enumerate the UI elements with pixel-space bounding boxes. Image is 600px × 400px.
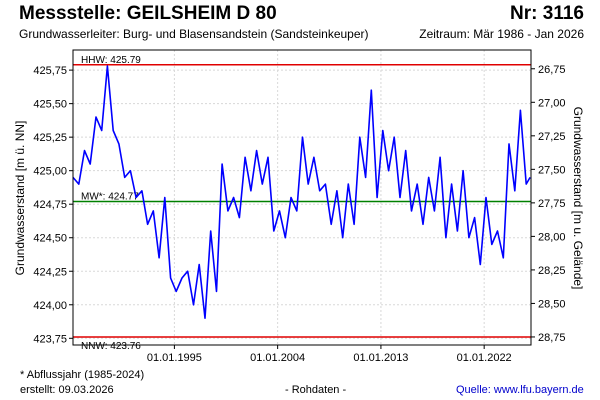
- y2-tick-label: 28,75: [538, 332, 566, 344]
- station-title: Messstelle: GEILSHEIM D 80: [19, 3, 277, 24]
- footnote-hydro-year: * Abflussjahr (1985-2024): [20, 369, 145, 381]
- x-tick-label: 01.01.2004: [250, 352, 305, 364]
- y2-tick-label: 27,00: [538, 97, 566, 109]
- x-tick-label: 01.01.2013: [353, 352, 408, 364]
- x-axis-ticks: 01.01.1995 01.01.2004 01.01.2013 01.01.2022: [147, 345, 512, 364]
- y-tick-label: 424,50: [33, 233, 67, 245]
- y2-tick-label: 27,75: [538, 198, 566, 210]
- y2-tick-label: 26,75: [538, 64, 566, 76]
- aquifer-label: Grundwasserleiter: Burg- und Blasensands…: [19, 27, 369, 41]
- x-tick-label: 01.01.1995: [147, 352, 202, 364]
- y2-axis-ticks: 28,75 28,50 28,25 28,00 27,75 27,50 27,25 27,00…: [531, 64, 566, 344]
- y2-tick-label: 27,50: [538, 164, 566, 176]
- y2-axis-title: Grundwasserstand [m u. Gelände]: [571, 107, 585, 290]
- reference-label: MW*: 424.77: [81, 192, 139, 203]
- y-tick-label: 425,25: [33, 132, 67, 144]
- station-number: Nr: 3116: [510, 3, 584, 24]
- source-link[interactable]: Quelle: www.lfu.bayern.de: [456, 384, 584, 396]
- y-axis-ticks: 423,75 424,00 424,25 424,50 424,75 425,00 425,…: [33, 65, 73, 345]
- y-axis-title: Grundwasserstand [m ü. NN]: [13, 121, 27, 276]
- raw-data-label: - Rohdaten -: [285, 384, 347, 396]
- y-tick-label: 425,75: [33, 65, 67, 77]
- y2-tick-label: 28,50: [538, 298, 566, 310]
- series-line: [72, 65, 531, 320]
- series-layer: [72, 65, 531, 320]
- reference-label: NNW: 423.76: [81, 341, 141, 352]
- x-tick-label: 01.01.2022: [457, 352, 512, 364]
- created-date: erstellt: 09.03.2026: [20, 384, 114, 396]
- plot-frame: [72, 49, 532, 346]
- period-label: Zeitraum: Mär 1986 - Jan 2026: [419, 27, 584, 41]
- reference-lines: HHW: 425.79 MW*: 424.77 NNW: 423.76: [73, 55, 531, 352]
- y-tick-label: 424,00: [33, 300, 67, 312]
- y2-tick-label: 28,00: [538, 231, 566, 243]
- reference-label: HHW: 425.79: [81, 55, 141, 66]
- y-tick-label: 425,00: [33, 166, 67, 178]
- y2-tick-label: 27,25: [538, 131, 566, 143]
- y-tick-label: 423,75: [33, 333, 67, 345]
- y2-tick-label: 28,25: [538, 265, 566, 277]
- chart-grid: [73, 50, 531, 345]
- y-tick-label: 425,50: [33, 99, 67, 111]
- y-tick-label: 424,75: [33, 199, 67, 211]
- y-tick-label: 424,25: [33, 266, 67, 278]
